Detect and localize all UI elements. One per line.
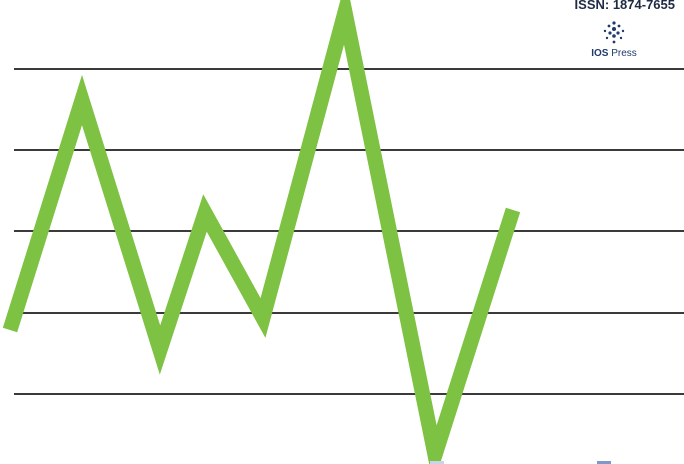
publisher-name-bold: IOS bbox=[591, 48, 609, 59]
publisher-logo: IOS Press bbox=[581, 20, 651, 64]
horizontal-rule bbox=[14, 230, 684, 232]
dot-cluster-logo-icon bbox=[603, 21, 625, 44]
publisher-name-rest: Press bbox=[608, 48, 637, 59]
bottom-edge-mark bbox=[430, 461, 444, 464]
horizontal-rule bbox=[14, 149, 684, 151]
horizontal-rule bbox=[14, 312, 684, 314]
issn-label: ISSN: 1874-7655 bbox=[574, 0, 675, 12]
bottom-edge-mark bbox=[597, 461, 611, 464]
horizontal-rule bbox=[14, 393, 684, 395]
publisher-name: IOS Press bbox=[581, 48, 647, 59]
